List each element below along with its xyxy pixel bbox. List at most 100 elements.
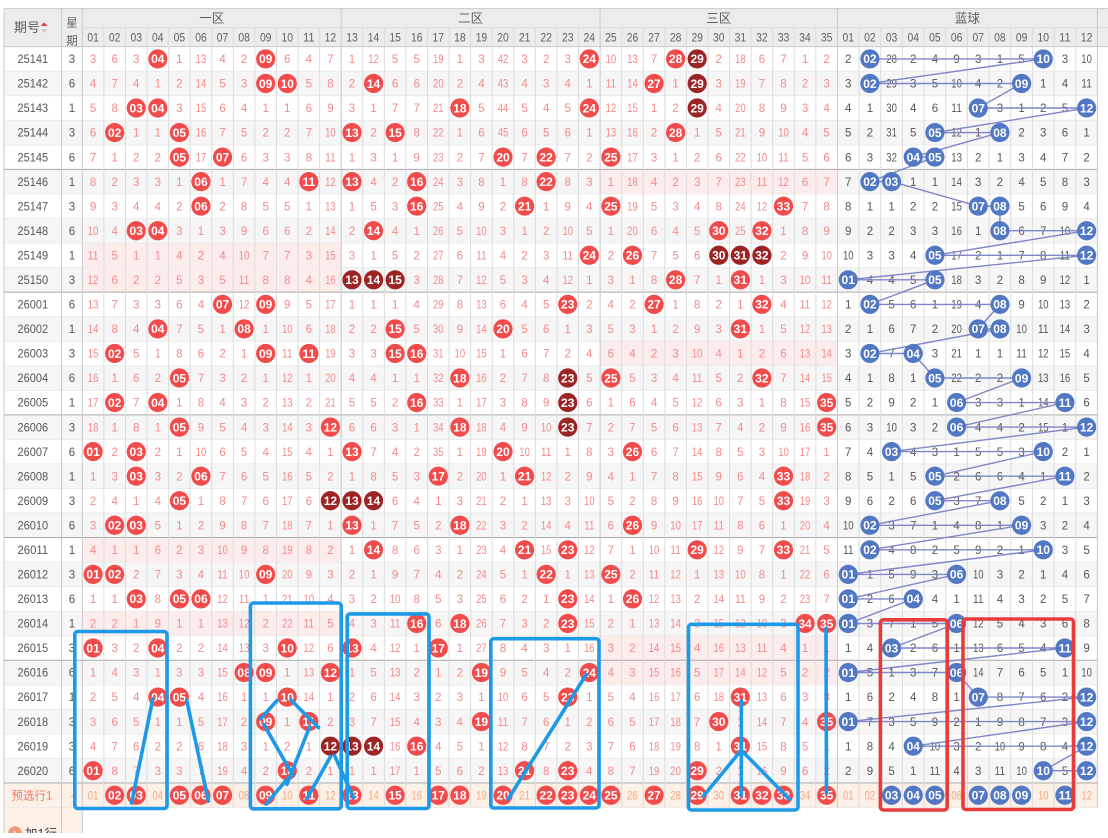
svg-text:4: 4 <box>198 692 205 704</box>
svg-text:09: 09 <box>1015 77 1029 91</box>
svg-text:1: 1 <box>392 152 398 164</box>
svg-text:20: 20 <box>735 103 746 115</box>
svg-text:09: 09 <box>260 30 272 44</box>
svg-text:1: 1 <box>1040 79 1046 91</box>
svg-text:8: 8 <box>759 570 765 582</box>
svg-text:25142: 25142 <box>18 79 49 91</box>
svg-text:07: 07 <box>216 150 230 164</box>
svg-text:16: 16 <box>411 790 422 802</box>
svg-text:2: 2 <box>435 692 441 704</box>
svg-text:7: 7 <box>1062 152 1068 164</box>
svg-text:5: 5 <box>737 447 743 459</box>
svg-text:16: 16 <box>88 373 99 385</box>
svg-text:1: 1 <box>435 496 441 508</box>
svg-text:4: 4 <box>111 668 118 680</box>
svg-text:7: 7 <box>694 275 700 287</box>
svg-text:29: 29 <box>691 52 705 66</box>
svg-text:5: 5 <box>910 471 916 483</box>
svg-text:05: 05 <box>928 249 942 263</box>
svg-text:6: 6 <box>69 766 75 778</box>
svg-text:2: 2 <box>198 520 204 532</box>
svg-text:9: 9 <box>543 398 549 410</box>
svg-text:12: 12 <box>562 275 573 287</box>
svg-text:2: 2 <box>802 79 808 91</box>
svg-text:20: 20 <box>496 322 510 336</box>
svg-text:18: 18 <box>325 324 336 336</box>
svg-text:5: 5 <box>867 668 873 680</box>
svg-text:2: 2 <box>586 717 592 729</box>
svg-text:05: 05 <box>928 126 942 140</box>
svg-text:14: 14 <box>670 619 681 631</box>
svg-text:1: 1 <box>1018 103 1024 115</box>
svg-text:1: 1 <box>565 447 571 459</box>
svg-text:02: 02 <box>863 347 877 361</box>
svg-text:35: 35 <box>821 30 833 44</box>
svg-text:30: 30 <box>433 324 444 336</box>
svg-text:3: 3 <box>155 471 161 483</box>
svg-text:15: 15 <box>196 103 207 115</box>
svg-text:3: 3 <box>845 349 851 361</box>
svg-text:05: 05 <box>929 30 941 44</box>
svg-text:2: 2 <box>565 349 571 361</box>
svg-text:23: 23 <box>561 371 575 385</box>
svg-text:5: 5 <box>133 717 139 729</box>
svg-text:03: 03 <box>130 469 144 483</box>
svg-text:5: 5 <box>414 54 420 66</box>
svg-text:15: 15 <box>282 447 293 459</box>
svg-text:6: 6 <box>306 324 312 336</box>
svg-text:9: 9 <box>910 570 916 582</box>
svg-text:1: 1 <box>932 300 938 312</box>
svg-text:5: 5 <box>241 128 247 140</box>
svg-text:3: 3 <box>327 570 333 582</box>
svg-text:3: 3 <box>975 177 981 189</box>
svg-text:2: 2 <box>349 79 355 91</box>
svg-text:17: 17 <box>476 398 487 410</box>
svg-text:1: 1 <box>802 643 808 655</box>
svg-text:1: 1 <box>565 643 571 655</box>
svg-text:10: 10 <box>455 349 466 361</box>
svg-text:6: 6 <box>997 471 1003 483</box>
svg-text:25: 25 <box>604 789 618 803</box>
svg-text:8: 8 <box>651 275 657 287</box>
svg-text:27: 27 <box>647 298 661 312</box>
svg-text:6: 6 <box>932 103 938 115</box>
svg-text:4: 4 <box>910 692 917 704</box>
svg-text:5: 5 <box>219 422 225 434</box>
svg-text:6: 6 <box>69 594 75 606</box>
svg-text:13: 13 <box>498 766 509 778</box>
svg-text:星: 星 <box>66 16 78 29</box>
svg-text:7: 7 <box>111 741 117 753</box>
svg-text:21: 21 <box>800 545 811 557</box>
svg-text:3: 3 <box>241 741 247 753</box>
svg-text:7: 7 <box>694 717 700 729</box>
svg-text:8: 8 <box>111 324 117 336</box>
svg-text:04: 04 <box>151 52 165 66</box>
svg-text:8: 8 <box>370 471 376 483</box>
svg-text:1: 1 <box>759 398 765 410</box>
svg-text:21: 21 <box>282 594 293 606</box>
svg-text:5: 5 <box>155 520 161 532</box>
svg-text:1: 1 <box>997 54 1003 66</box>
svg-text:1: 1 <box>370 300 376 312</box>
svg-text:15: 15 <box>584 619 595 631</box>
svg-text:25: 25 <box>604 371 618 385</box>
svg-text:2: 2 <box>543 226 549 238</box>
svg-text:4: 4 <box>910 447 917 459</box>
svg-text:4: 4 <box>262 177 269 189</box>
svg-text:12: 12 <box>713 545 724 557</box>
svg-text:2: 2 <box>1040 594 1046 606</box>
svg-text:28: 28 <box>669 126 683 140</box>
svg-text:4: 4 <box>997 422 1004 434</box>
svg-text:29: 29 <box>691 77 705 91</box>
svg-text:07: 07 <box>972 322 986 336</box>
svg-text:4: 4 <box>910 250 917 262</box>
svg-text:26011: 26011 <box>18 545 49 557</box>
svg-text:6: 6 <box>694 692 700 704</box>
svg-text:3: 3 <box>69 496 75 508</box>
svg-text:30: 30 <box>713 30 725 44</box>
svg-text:3: 3 <box>1062 545 1068 557</box>
svg-text:26009: 26009 <box>18 496 49 508</box>
svg-text:3: 3 <box>802 692 808 704</box>
svg-text:14: 14 <box>541 520 552 532</box>
svg-text:12: 12 <box>1080 739 1094 753</box>
